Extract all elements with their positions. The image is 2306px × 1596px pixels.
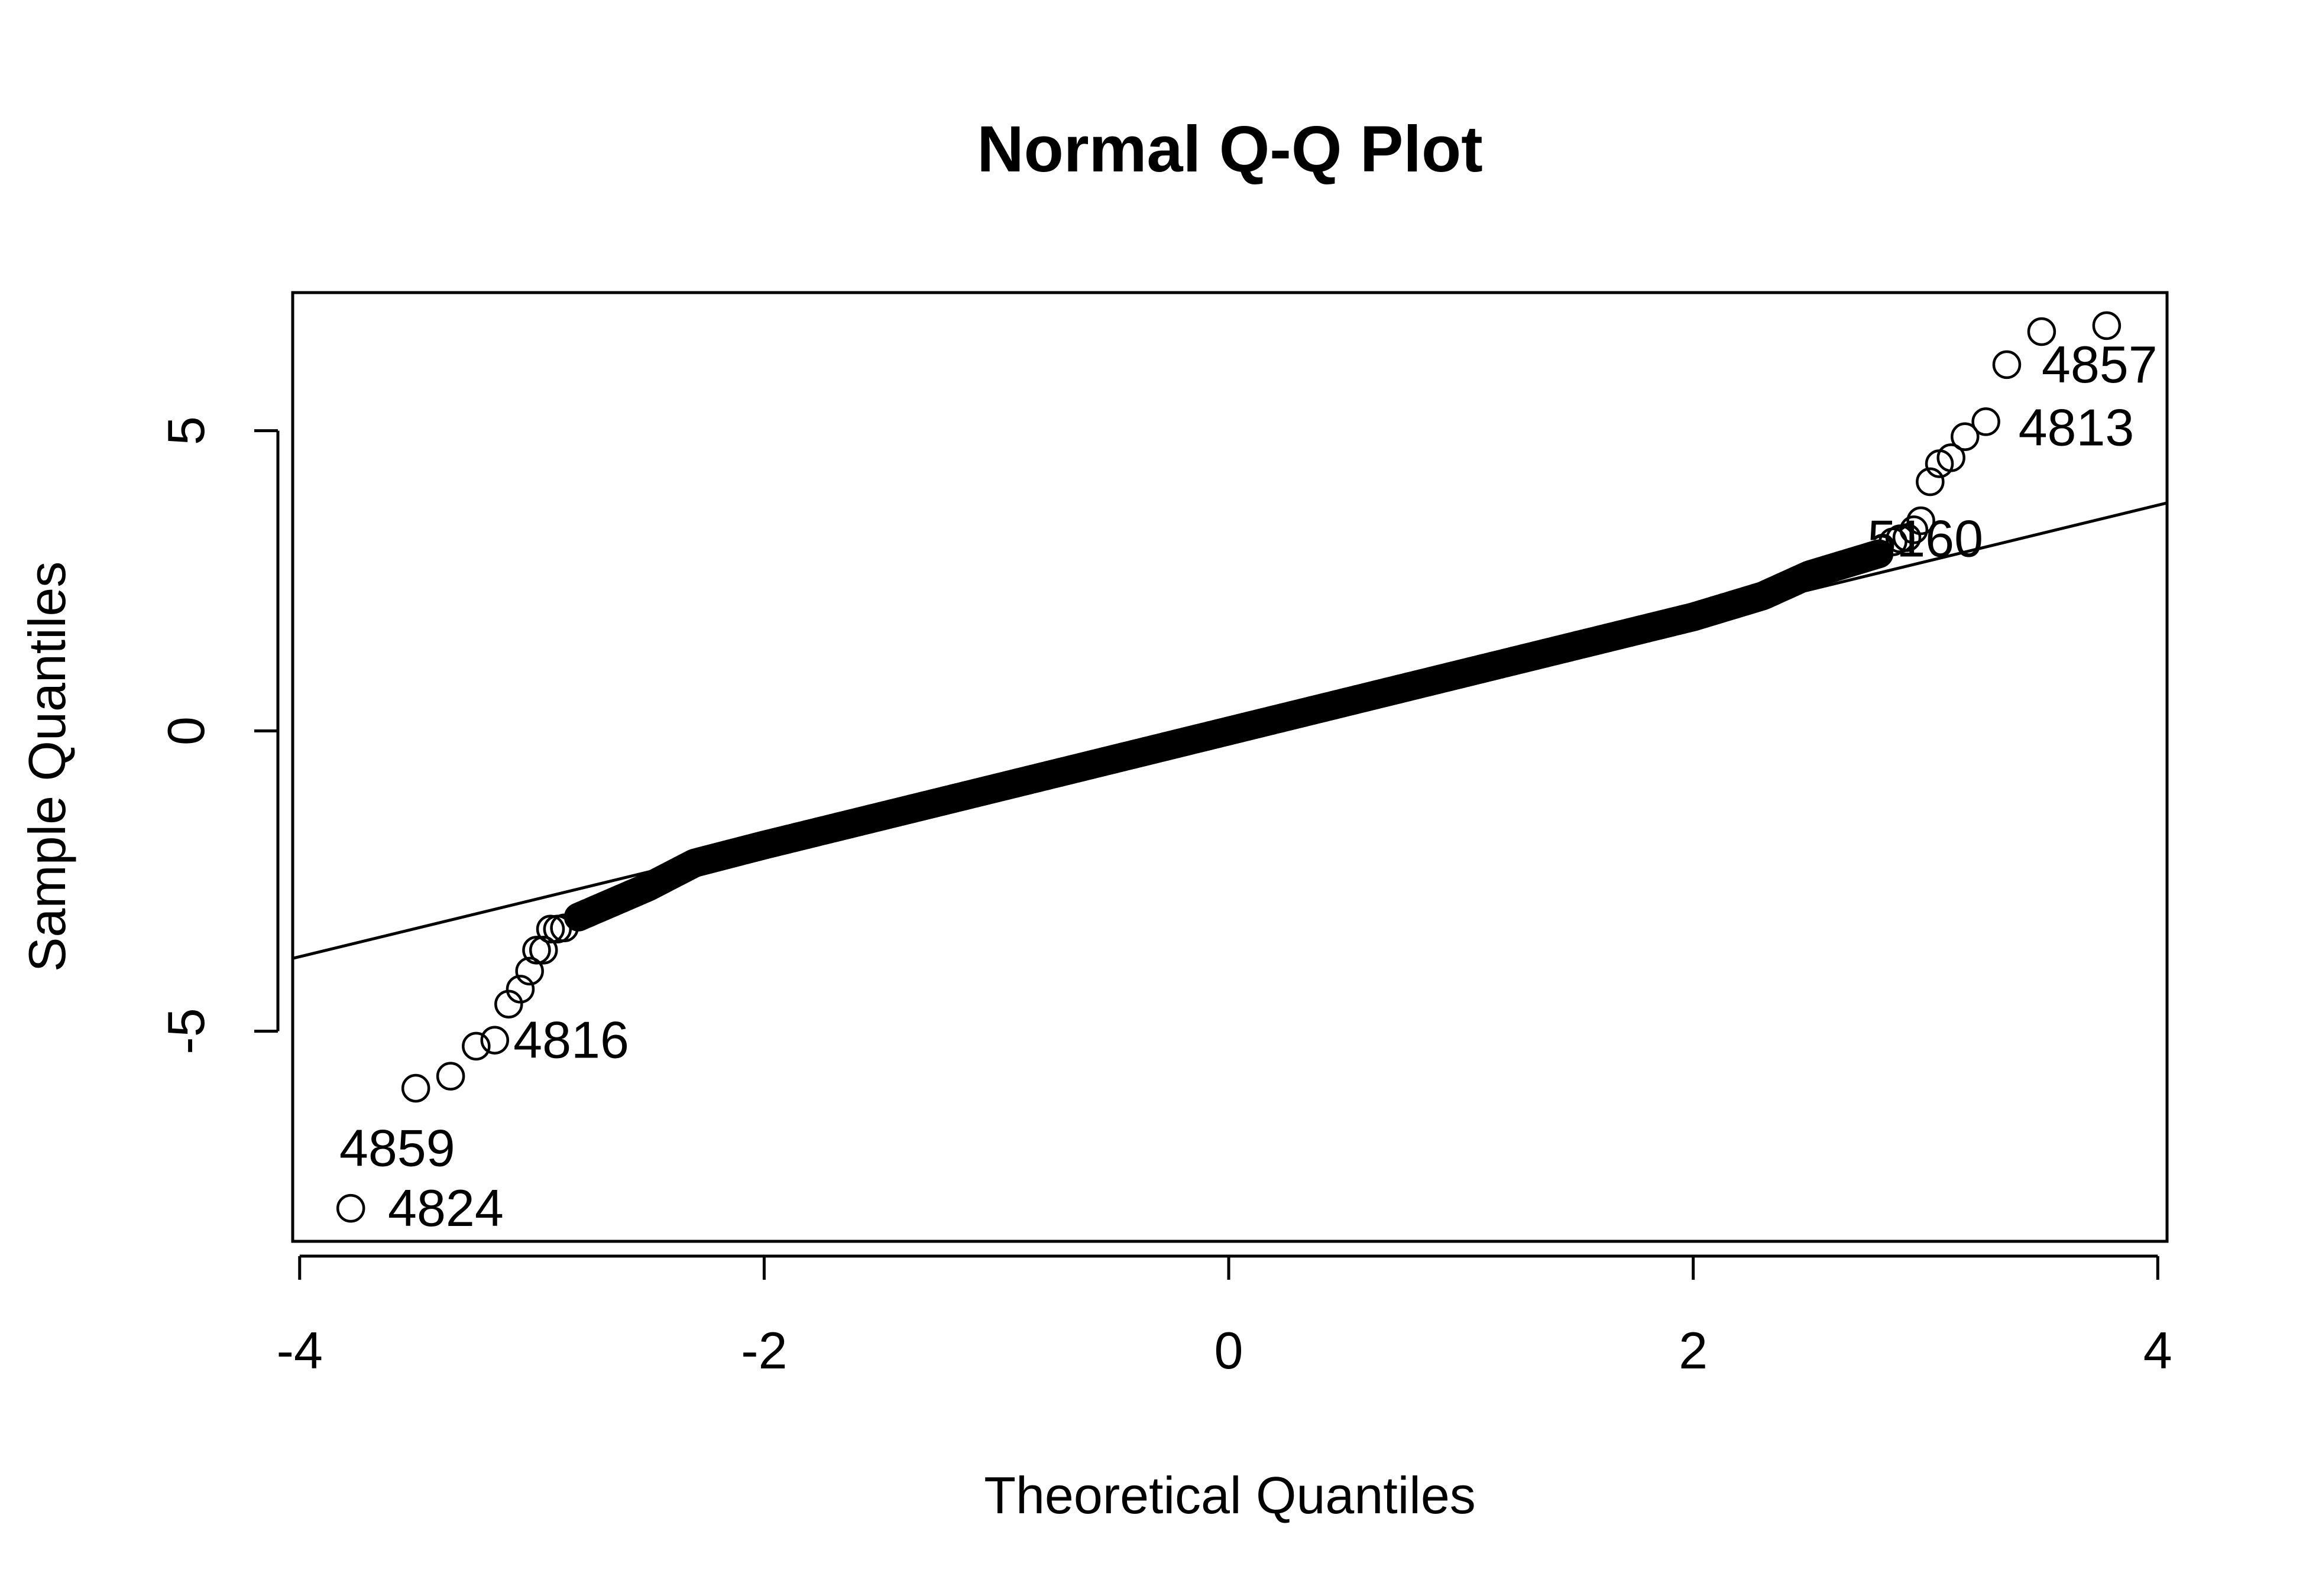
qq-point: [536, 914, 565, 944]
y-tick-label: 0: [157, 716, 215, 745]
x-tick-label: 4: [2143, 1321, 2172, 1380]
qq-point: [480, 1026, 509, 1055]
point-label-4824: 4824: [388, 1179, 504, 1237]
plot-frame: [291, 291, 2169, 1243]
qq-point: [1892, 523, 1922, 552]
point-label-4859: 4859: [339, 1119, 455, 1177]
qq-point: [336, 1193, 365, 1223]
qq-point: [1951, 422, 1980, 452]
y-axis-label: Sample Quantiles: [18, 562, 76, 972]
point-label-4857: 4857: [2042, 335, 2158, 394]
qq-point: [529, 936, 558, 965]
x-tick-label: -2: [741, 1321, 787, 1380]
x-tick-label: 2: [1679, 1321, 1708, 1380]
chart-title: Normal Q-Q Plot: [977, 113, 1483, 186]
qq-point: [2027, 317, 2056, 346]
qq-point: [401, 1073, 430, 1103]
qq-point: [1936, 443, 1965, 472]
x-axis-label: Theoretical Quantiles: [984, 1466, 1476, 1524]
point-label-4816: 4816: [513, 1011, 629, 1069]
qq-point: [1971, 407, 2000, 436]
y-tick-label: 5: [157, 416, 215, 445]
point-label-4813: 4813: [2019, 398, 2135, 457]
qq-point: [506, 975, 535, 1004]
qq-point: [1916, 467, 1945, 497]
y-tick-label: -5: [157, 1008, 215, 1054]
points-layer: [336, 311, 2122, 1223]
x-tick-label: -4: [277, 1321, 323, 1380]
qq-point: [1992, 350, 2022, 379]
qq-point: [522, 936, 551, 965]
qq-point: [1899, 515, 1929, 544]
x-axis: -4 -2 0 2 4: [277, 1254, 2172, 1380]
qq-point: [462, 1031, 491, 1061]
qq-point: [550, 913, 579, 942]
qq-point: [515, 956, 544, 986]
y-axis: -5 0 5: [157, 416, 280, 1055]
qq-point: [436, 1062, 465, 1091]
qq-point: [2092, 311, 2122, 340]
x-tick-label: 0: [1214, 1321, 1243, 1380]
qq-point: [1906, 506, 1935, 536]
point-label-5160: 5160: [1867, 509, 1983, 567]
